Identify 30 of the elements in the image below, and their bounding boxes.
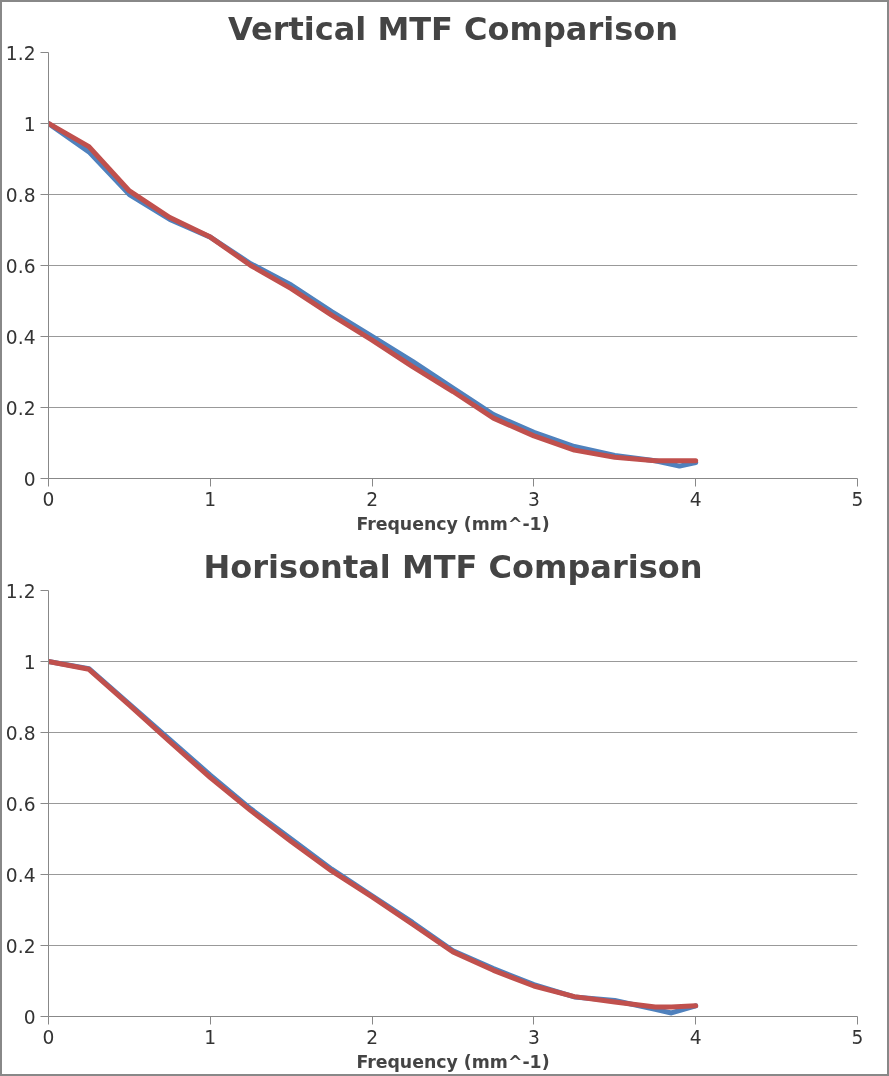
x-tick-label: 4 xyxy=(689,1026,702,1048)
x-tick-label: 5 xyxy=(851,488,864,510)
y-tick-label: 0 xyxy=(23,468,36,490)
y-tick-label: 0.6 xyxy=(5,255,36,277)
y-tick-label: 0 xyxy=(23,1006,36,1028)
x-tick-label: 3 xyxy=(527,488,540,510)
y-tick-label: 0.8 xyxy=(5,722,36,744)
x-tick-label: 4 xyxy=(689,488,702,510)
y-tick-label: 0.6 xyxy=(5,793,36,815)
x-tick-label: 5 xyxy=(851,1026,864,1048)
x-tick-label: 2 xyxy=(366,1026,379,1048)
x-axis-title: Frequency (mm^-1) xyxy=(356,1051,550,1072)
x-tick-label: 1 xyxy=(204,488,217,510)
y-tick-label: 0.8 xyxy=(5,184,36,206)
x-tick-label: 1 xyxy=(204,1026,217,1048)
y-tick-label: 1.2 xyxy=(5,580,36,602)
y-tick-label: 0.4 xyxy=(5,326,36,348)
y-tick-label: 0.2 xyxy=(5,935,36,957)
y-tick-label: 1.2 xyxy=(5,42,36,64)
y-tick-label: 1 xyxy=(23,113,36,135)
x-axis-title: Frequency (mm^-1) xyxy=(356,513,550,534)
chart-title: Vertical MTF Comparison xyxy=(228,9,678,48)
y-tick-label: 0.4 xyxy=(5,864,36,886)
y-tick-label: 1 xyxy=(23,651,36,673)
y-tick-label: 0.2 xyxy=(5,397,36,419)
x-tick-label: 0 xyxy=(42,1026,55,1048)
x-tick-label: 0 xyxy=(42,488,55,510)
x-tick-label: 3 xyxy=(527,1026,540,1048)
chart-title: Horisontal MTF Comparison xyxy=(203,547,703,586)
x-tick-label: 2 xyxy=(366,488,379,510)
